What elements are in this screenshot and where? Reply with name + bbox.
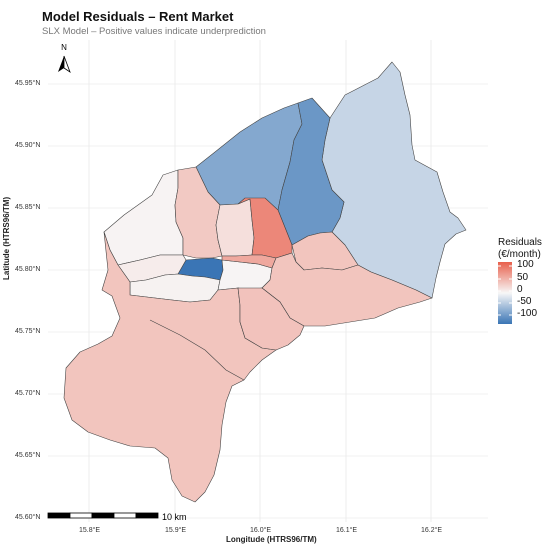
x-tick-label: 16.0°E	[250, 527, 272, 534]
legend-label: -50	[517, 296, 532, 307]
district-south-east[interactable]	[237, 287, 305, 351]
district-divider-line	[149, 319, 245, 381]
legend-ticks	[498, 265, 512, 316]
district-east-central[interactable]	[261, 252, 433, 327]
north-arrow	[58, 55, 71, 74]
district-center-light-pink[interactable]	[215, 198, 255, 257]
district-polygons	[63, 61, 467, 503]
map-title: Model Residuals – Rent Market	[42, 9, 234, 24]
legend-title-line1: Residuals	[498, 237, 542, 248]
legend-label: -100	[517, 308, 538, 319]
y-axis-label: Latitude (HTRS96/TM)	[2, 196, 11, 280]
legend-title: Residuals (€/month)	[498, 237, 542, 261]
y-tick-label: 45.90°N	[15, 142, 41, 149]
legend-title-line2: (€/month)	[498, 249, 541, 260]
x-tick-label: 16.1°E	[336, 527, 358, 534]
scale-bar-label: 10 km	[162, 512, 187, 522]
north-arrow-label: N	[61, 43, 67, 52]
legend-label: 100	[517, 259, 534, 270]
map-subtitle: SLX Model – Positive values indicate und…	[42, 26, 266, 37]
x-tick-label: 15.8°E	[79, 527, 101, 534]
y-tick-label: 45.65°N	[15, 452, 41, 459]
y-tick-label: 45.85°N	[15, 204, 41, 211]
legend-label: 50	[517, 272, 529, 283]
x-tick-label: 16.2°E	[421, 527, 443, 534]
district-south-west-large[interactable]	[63, 231, 277, 503]
legend-colorbar	[498, 262, 512, 324]
y-tick-label: 45.95°N	[15, 80, 41, 87]
y-tick-label: 45.80°N	[15, 266, 41, 273]
legend-label: 0	[517, 284, 523, 295]
y-tick-label: 45.60°N	[15, 514, 41, 521]
x-axis-label: Longitude (HTRS96/TM)	[226, 535, 317, 544]
y-tick-label: 45.70°N	[15, 390, 41, 397]
y-tick-label: 45.75°N	[15, 328, 41, 335]
scale-bar	[47, 512, 159, 519]
x-tick-label: 15.9°E	[165, 527, 187, 534]
district-north-west[interactable]	[103, 169, 184, 266]
